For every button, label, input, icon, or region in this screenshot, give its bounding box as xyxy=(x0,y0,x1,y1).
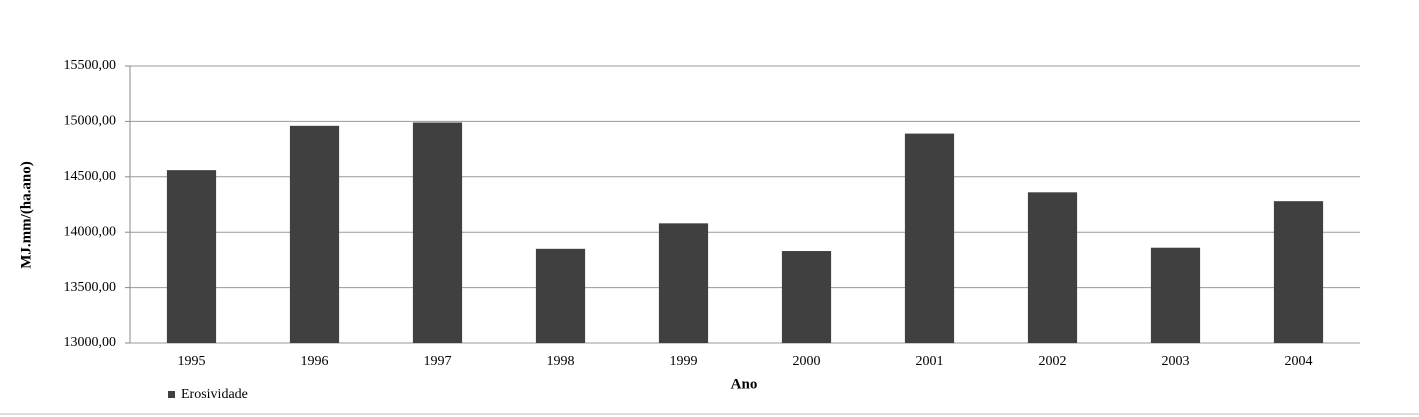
x-tick-label: 1996 xyxy=(301,354,329,369)
x-tick-label: 2002 xyxy=(1039,354,1067,369)
bar xyxy=(289,125,340,343)
y-tick-label: 14500,00 xyxy=(64,169,117,184)
y-axis-title: MJ.mm/(ha.ano) xyxy=(18,161,34,269)
x-tick-label: 2001 xyxy=(916,354,944,369)
x-tick-label: 1999 xyxy=(670,354,698,369)
bar xyxy=(658,223,709,343)
bar xyxy=(1150,247,1201,343)
y-tick-label: 15500,00 xyxy=(64,58,117,73)
x-tick-label: 1995 xyxy=(178,354,206,369)
bar xyxy=(1027,192,1078,343)
x-tick-label: 1997 xyxy=(424,354,452,369)
x-tick-label: 2000 xyxy=(793,354,821,369)
x-tick-label: 2003 xyxy=(1162,354,1190,369)
bar xyxy=(781,251,832,343)
legend-swatch xyxy=(168,391,175,398)
y-tick-label: 15000,00 xyxy=(64,114,117,129)
bar xyxy=(535,248,586,343)
bar xyxy=(412,122,463,344)
x-axis-title: Ano xyxy=(731,376,758,392)
x-tick-label: 1998 xyxy=(547,354,575,369)
x-tick-label: 2004 xyxy=(1285,354,1313,369)
y-tick-label: 13000,00 xyxy=(64,335,117,350)
bar xyxy=(904,133,955,343)
bar xyxy=(166,170,217,343)
bar xyxy=(1273,201,1324,343)
y-tick-label: 14000,00 xyxy=(64,224,117,239)
legend-label: Erosividade xyxy=(181,387,248,402)
y-tick-label: 13500,00 xyxy=(64,280,117,295)
